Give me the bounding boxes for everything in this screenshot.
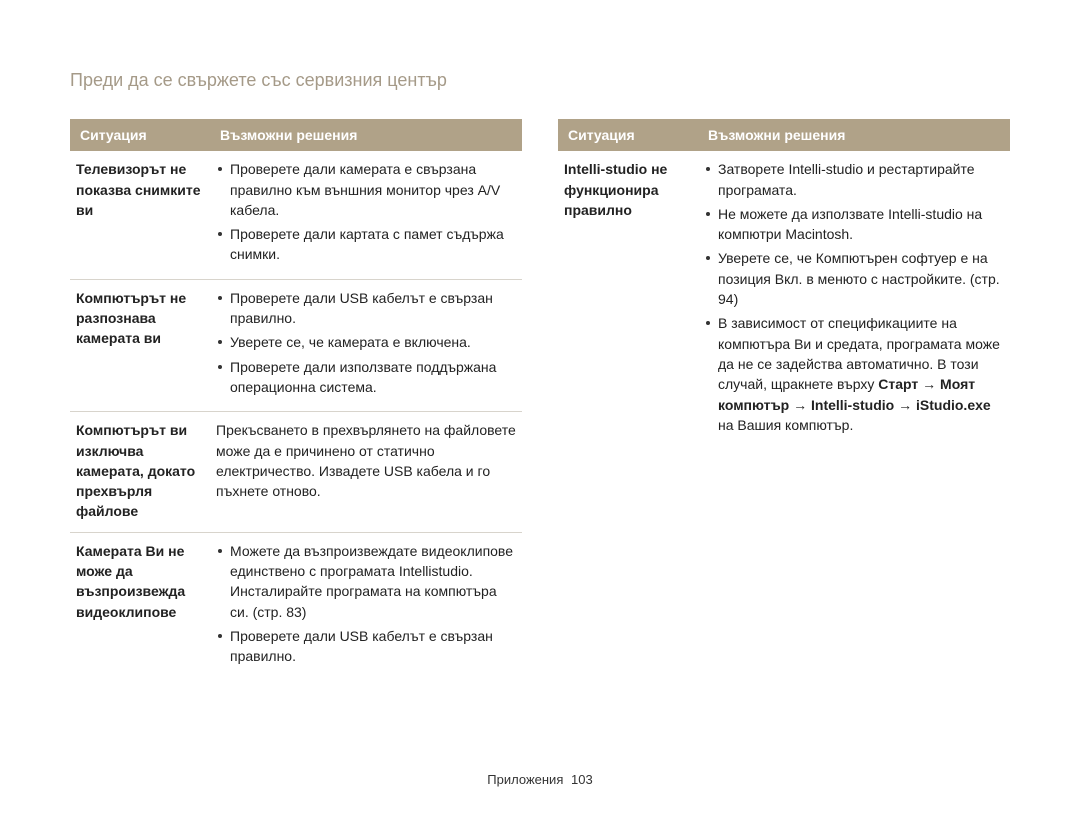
table-row: Intelli-studio не функционира правилно З… [558,151,1010,449]
list-item: Проверете дали камерата е свързана прави… [216,159,516,220]
situation-cell: Компютърът не разпознава камерата ви [70,279,210,411]
page-number: 103 [571,772,593,787]
solution-cell: Проверете дали USB кабелът е свързан пра… [210,279,522,411]
situation-cell: Камерата Ви не може да възпроизвежда вид… [70,532,210,680]
situation-cell: Intelli-studio не функционира правилно [558,151,698,449]
solution-cell: Прекъсването в прехвърлянето на файловет… [210,412,522,532]
solution-cell: Проверете дали камерата е свързана прави… [210,151,522,279]
two-column-layout: Ситуация Възможни решения Телевизорът не… [70,119,1010,681]
footer-label: Приложения [487,772,563,787]
situation-cell: Телевизорът не показва снимките ви [70,151,210,279]
table-row: Камерата Ви не може да възпроизвежда вид… [70,532,522,680]
col-header-situation: Ситуация [70,119,210,151]
table-row: Компютърът ви изключва камерата, докато … [70,412,522,532]
right-column: Ситуация Възможни решения Intelli-studio… [558,119,1010,681]
page-title: Преди да се свържете със сервизния центъ… [70,70,1010,91]
list-item: Уверете се, че Компютърен софтуер е на п… [704,248,1004,309]
troubleshoot-table-right: Ситуация Възможни решения Intelli-studio… [558,119,1010,449]
table-row: Телевизорът не показва снимките ви Прове… [70,151,522,279]
list-item: Затворете Intelli-studio и рестартирайте… [704,159,1004,200]
col-header-solutions: Възможни решения [698,119,1010,151]
troubleshoot-table-left: Ситуация Възможни решения Телевизорът не… [70,119,522,681]
table-row: Компютърът не разпознава камерата ви Про… [70,279,522,411]
list-item: Проверете дали USB кабелът е свързан пра… [216,288,516,329]
list-item: Уверете се, че камерата е включена. [216,332,516,352]
solution-cell: Можете да възпроизвеждате видеоклипове е… [210,532,522,680]
situation-cell: Компютърът ви изключва камерата, докато … [70,412,210,532]
solution-cell: Затворете Intelli-studio и рестартирайте… [698,151,1010,449]
page-footer: Приложения 103 [0,772,1080,787]
col-header-solutions: Възможни решения [210,119,522,151]
list-item: Проверете дали картата с памет съдържа с… [216,224,516,265]
list-item: Проверете дали USB кабелът е свързан пра… [216,626,516,667]
list-item: Не можете да използвате Intelli-studio н… [704,204,1004,245]
list-item: Можете да възпроизвеждате видеоклипове е… [216,541,516,622]
list-item: В зависимост от спецификациите на компют… [704,313,1004,435]
left-column: Ситуация Възможни решения Телевизорът не… [70,119,522,681]
col-header-situation: Ситуация [558,119,698,151]
list-item: Проверете дали използвате поддържана опе… [216,357,516,398]
